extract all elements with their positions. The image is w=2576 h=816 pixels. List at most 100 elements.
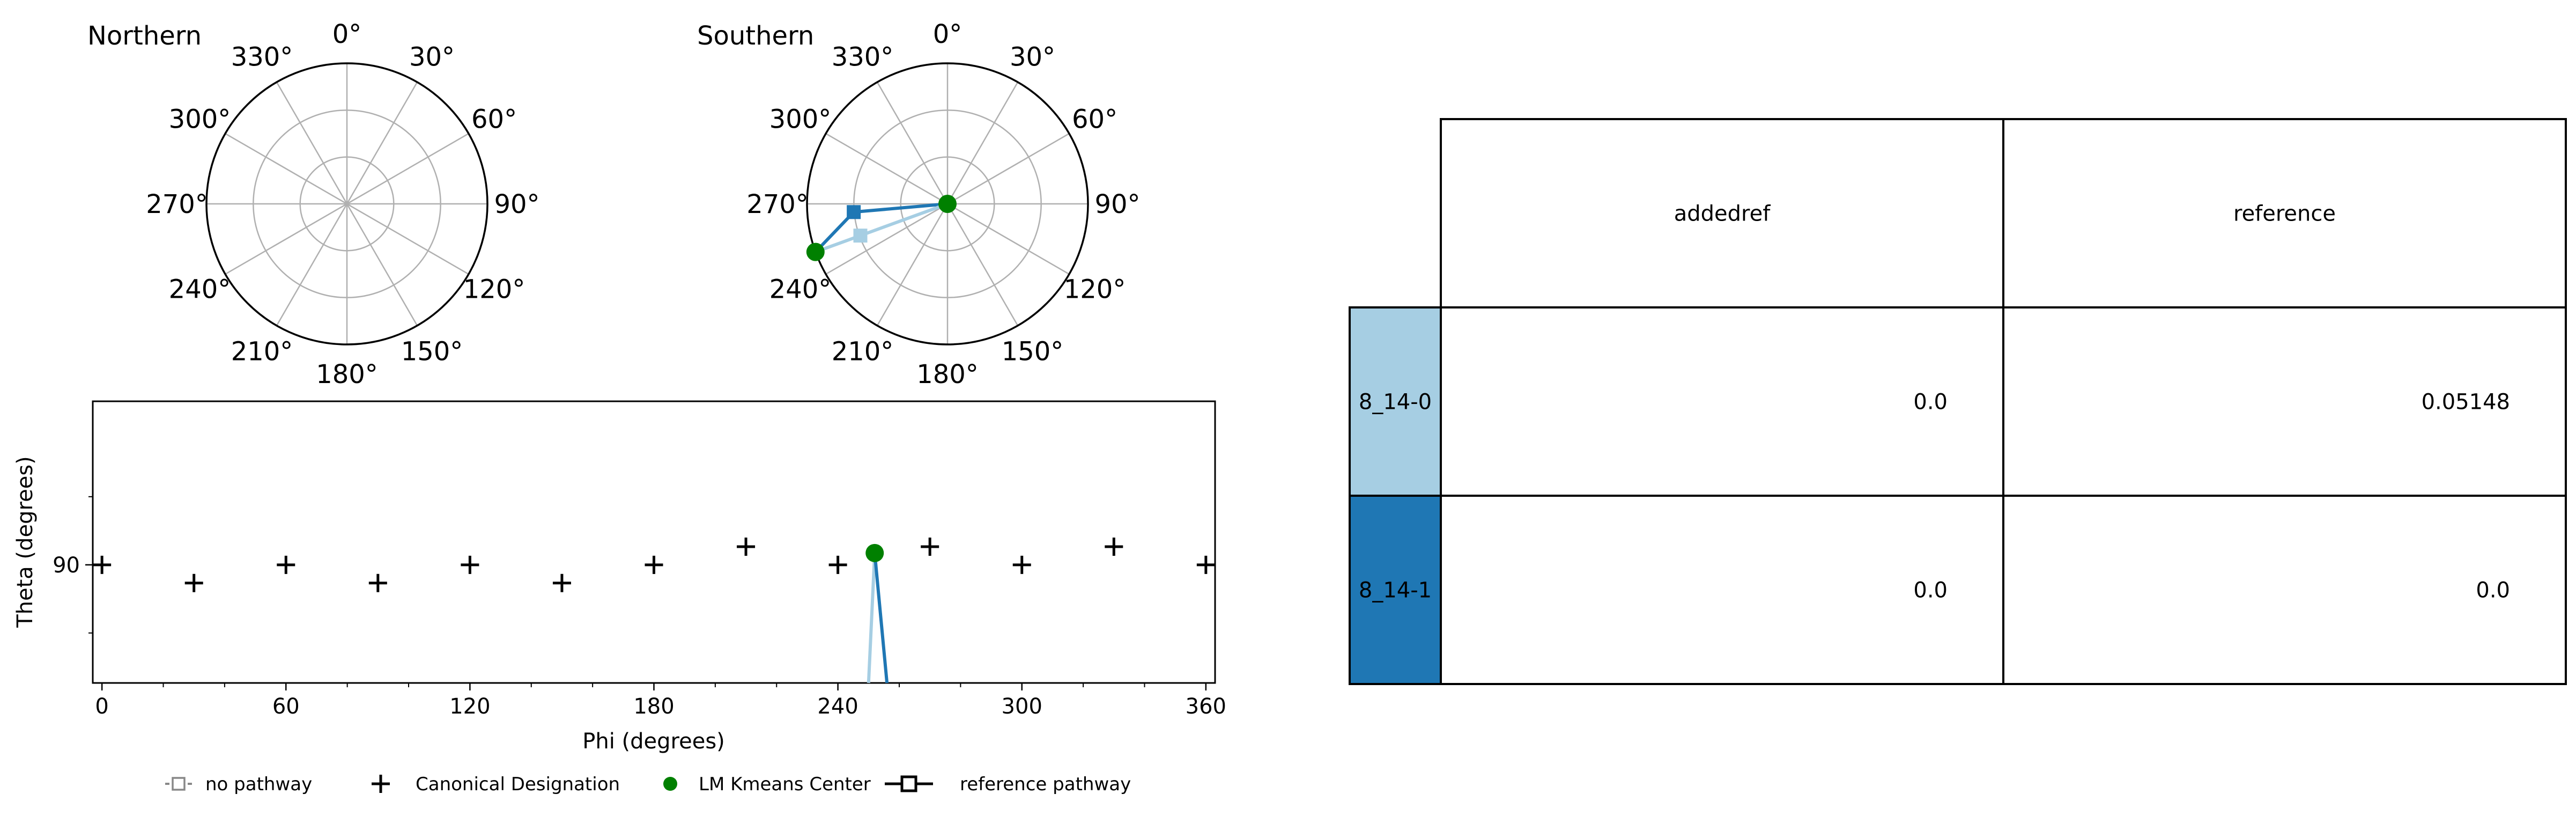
kmeans-center-marker [865, 543, 884, 562]
y-axis-label: Theta (degrees) [13, 456, 38, 628]
polar-angle-tick-label: 150° [401, 337, 463, 367]
table-column-header: reference [2233, 202, 2336, 226]
legend-label: Canonical Designation [416, 774, 620, 795]
polar-angle-tick-label: 90° [494, 189, 539, 219]
table-row-label: 8_14-1 [1359, 578, 1432, 603]
canonical-designation-marker [921, 537, 939, 556]
polar-angle-tick-label: 270° [146, 189, 208, 219]
legend-label: reference pathway [960, 774, 1131, 795]
polar-angle-tick-label: 120° [463, 275, 525, 305]
table-row-label-cell [1349, 306, 1442, 497]
polar-angle-tick-label: 0° [332, 19, 362, 49]
table-value-cell [2002, 306, 2567, 497]
pathway-line [867, 553, 877, 683]
polar-grid-spoke [947, 133, 1070, 205]
polar-grid-spoke [276, 82, 348, 204]
polar-grid-spoke [225, 203, 347, 275]
pathway-line [873, 553, 889, 683]
canonical-designation-marker [552, 574, 571, 592]
x-tick-label: 180 [633, 694, 674, 719]
polar-grid-spoke [825, 133, 948, 205]
table-header-cell [2002, 118, 2567, 308]
polar-angle-tick-label: 60° [1072, 105, 1117, 135]
canonical-designation-marker [1105, 537, 1123, 556]
canonical-designation-marker [645, 555, 663, 574]
polar-outer-ring [806, 62, 1089, 345]
canonical-designation-marker [93, 555, 112, 574]
polar-title-northern: Northern [87, 21, 202, 51]
polar-angle-tick-label: 150° [1002, 337, 1064, 367]
polar-angle-tick-label: 210° [231, 337, 293, 367]
canonical-designation-marker [461, 555, 479, 574]
legend-label: LM Kmeans Center [699, 774, 871, 795]
polar-angle-tick-label: 270° [746, 189, 809, 219]
polar-grid-spoke [346, 203, 418, 326]
polar-angle-tick-label: 60° [471, 105, 517, 135]
polar-grid-spoke [946, 82, 1019, 204]
canonical-designation-marker [184, 574, 203, 592]
canonical-designation-marker [277, 555, 295, 574]
polar-angle-tick-label: 180° [916, 359, 979, 389]
polar-grid-spoke [825, 203, 948, 275]
canonical-designation-marker [737, 537, 756, 556]
table-value-cell [1440, 306, 2004, 497]
polar-grid-spoke [876, 82, 949, 204]
polar-angle-tick-label: 240° [769, 275, 832, 305]
polar-angle-tick-label: 300° [769, 105, 832, 135]
x-axis-label: Phi (degrees) [582, 729, 725, 754]
table-header-cell [1440, 118, 2004, 308]
polar-kmeans-center [938, 195, 957, 213]
polar-angle-tick-label: 0° [933, 19, 963, 49]
table-value: 0.0 [1913, 578, 1948, 603]
canonical-designation-marker [828, 555, 847, 574]
polar-angle-tick-label: 30° [1010, 42, 1055, 72]
polar-grid-spoke [346, 203, 469, 275]
x-tick-label: 120 [449, 694, 490, 719]
polar-angle-tick-label: 180° [316, 359, 378, 389]
legend-reference-marker [900, 775, 917, 792]
canonical-designation-marker [368, 574, 387, 592]
polar-grid-spoke [346, 133, 469, 205]
table-value-cell [2002, 495, 2567, 685]
y-tick-label: 90 [53, 553, 80, 578]
table-row-label-cell [1349, 495, 1442, 685]
polar-angle-tick-label: 90° [1094, 189, 1140, 219]
polar-grid-spoke [276, 203, 348, 326]
x-tick-label: 240 [817, 694, 858, 719]
polar-angle-tick-label: 330° [231, 42, 293, 72]
polar-chart-southern: Southern 0° 30° 60° 90° 120° 150° 180° 210° 240°… [697, 19, 1141, 389]
x-tick-label: 0 [95, 694, 108, 719]
table-row-label: 8_14-0 [1359, 390, 1432, 415]
canonical-designation-marker [1196, 555, 1215, 574]
polar-angle-tick-label: 240° [169, 275, 231, 305]
polar-angle-tick-label: 120° [1064, 275, 1126, 305]
theta-phi-scatter-chart: Phi (degrees) Theta (degrees) 0 60 120 180 2… [13, 400, 1226, 754]
polar-kmeans-center [806, 242, 825, 261]
canonical-designation-marker [1012, 555, 1031, 574]
polar-outer-ring [205, 62, 488, 345]
polar-grid-spoke [946, 203, 1019, 326]
polar-grid-spoke [947, 203, 1070, 275]
legend-plus-marker [372, 775, 390, 793]
legend-kmeans-marker [663, 777, 677, 791]
polar-title-southern: Southern [697, 21, 814, 51]
polar-angle-tick-label: 330° [832, 42, 894, 72]
polar-grid-spoke [876, 203, 949, 326]
x-tick-label: 60 [272, 694, 300, 719]
polar-grid-spoke [346, 82, 418, 204]
pathway-table: addedref reference 8_14-0 0.0 0.05148 8_14-1 0… [1349, 118, 2567, 685]
polar-pathway-marker [847, 205, 861, 219]
table-value-cell [1440, 495, 2004, 685]
legend-label: no pathway [205, 774, 312, 795]
polar-angle-tick-label: 210° [832, 337, 894, 367]
table-column-header: addedref [1674, 202, 1771, 226]
table-value: 0.0 [2476, 578, 2510, 603]
scatter-plot-frame [92, 400, 1216, 684]
polar-chart-northern: Northern 0° 30° 60° 90° 120° 150° 180° 210° 240°… [87, 19, 540, 389]
polar-angle-tick-label: 30° [409, 42, 455, 72]
scatter-legend: no pathway Canonical Designation LM Kmeans… [165, 774, 1131, 795]
polar-pathway-marker [853, 229, 868, 243]
x-tick-label: 300 [1002, 694, 1042, 719]
legend-no-pathway-marker [172, 777, 186, 791]
